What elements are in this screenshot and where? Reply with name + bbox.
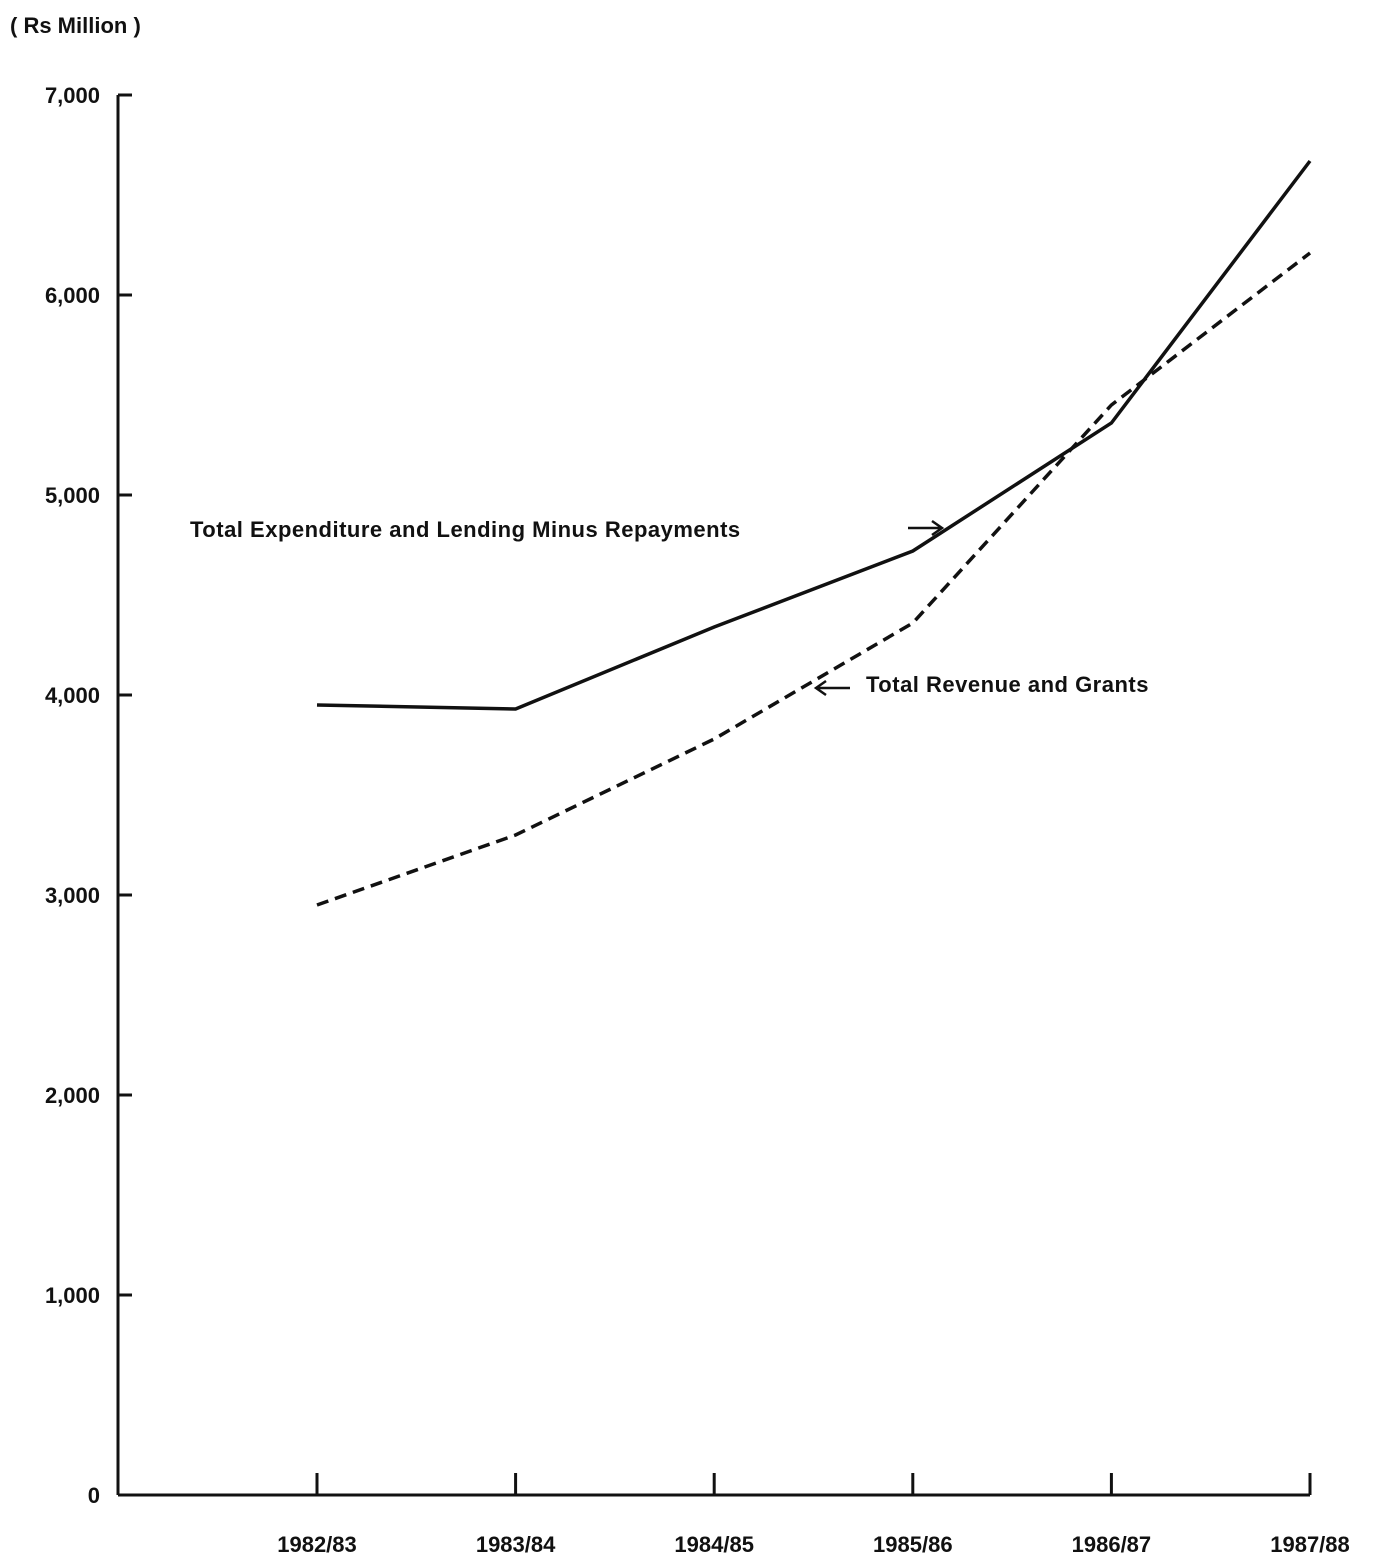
series-annotations: Total Expenditure and Lending Minus Repa…: [190, 517, 1149, 697]
y-tick-label: 0: [88, 1483, 100, 1508]
x-tick-label: 1984/85: [674, 1532, 754, 1557]
x-tick-label: 1985/86: [873, 1532, 953, 1557]
y-tick-label: 2,000: [45, 1083, 100, 1108]
arrow-expenditure: [908, 519, 945, 537]
y-tick-label: 7,000: [45, 83, 100, 108]
y-axis-unit-label: ( Rs Million ): [10, 13, 141, 38]
y-tick-label: 6,000: [45, 283, 100, 308]
y-tick-label: 1,000: [45, 1283, 100, 1308]
axes: [116, 95, 1310, 1497]
x-tick-label: 1983/84: [476, 1532, 556, 1557]
arrow-revenue: [813, 679, 850, 697]
y-axis-ticks: 0 1,000 2,000 3,000 4,000 5,000 6,000 7,000: [45, 83, 132, 1508]
x-tick-label: 1982/83: [277, 1532, 357, 1557]
x-tick-label: 1987/88: [1270, 1532, 1350, 1557]
y-tick-label: 3,000: [45, 883, 100, 908]
series-line-expenditure: [316, 159, 1312, 711]
y-tick-label: 5,000: [45, 483, 100, 508]
x-tick-label: 1986/87: [1072, 1532, 1152, 1557]
series-lines: [316, 159, 1312, 907]
series-label-revenue: Total Revenue and Grants: [866, 672, 1149, 697]
y-tick-label: 4,000: [45, 683, 100, 708]
series-line-revenue: [316, 251, 1312, 907]
x-axis-ticks: 1982/83 1983/84 1984/85 1985/86 1986/87 1987/…: [277, 1473, 1350, 1557]
series-label-expenditure: Total Expenditure and Lending Minus Repa…: [190, 517, 741, 542]
